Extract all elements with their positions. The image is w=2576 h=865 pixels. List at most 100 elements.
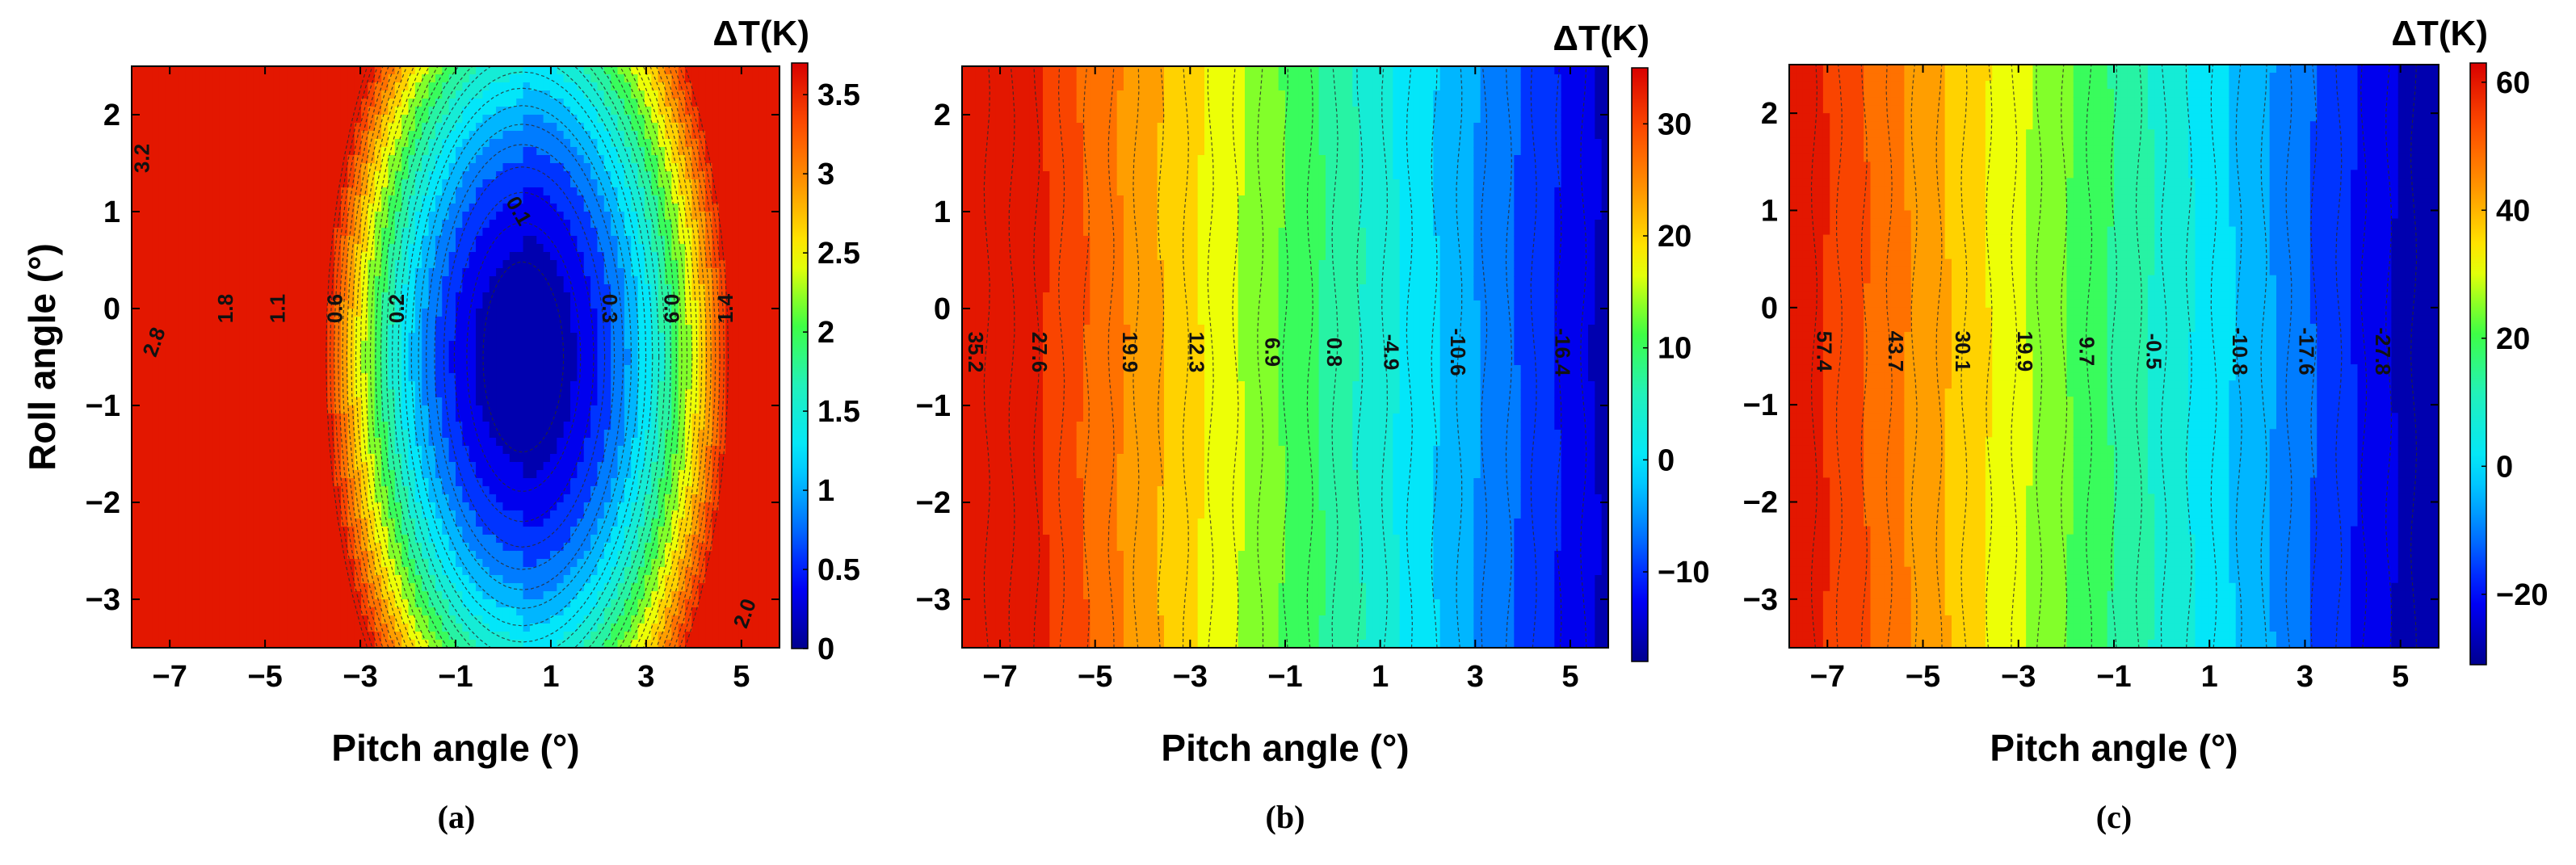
field-cell [590, 624, 599, 632]
field-cell [543, 82, 551, 91]
field-cell [597, 220, 605, 229]
field-cell [435, 381, 443, 390]
field-cell [536, 575, 544, 584]
field-cell [138, 171, 146, 180]
field-cell [502, 179, 511, 188]
field-cell [219, 632, 227, 640]
field-cell [212, 405, 221, 414]
field-cell [212, 583, 221, 592]
field-cell [448, 575, 456, 584]
field-cell [502, 268, 511, 277]
field-cell [516, 99, 524, 107]
field-cell [502, 228, 511, 237]
field-cell [354, 82, 362, 91]
field-cell [145, 389, 153, 398]
field-cell [563, 212, 571, 220]
field-cell [267, 510, 275, 519]
field-cell [239, 107, 247, 115]
field-cell [300, 260, 308, 269]
field-cell [543, 171, 551, 180]
field-cell [300, 381, 308, 390]
field-cell [448, 252, 456, 261]
field-cell [448, 115, 456, 124]
field-cell [327, 381, 335, 390]
field-cell [496, 373, 504, 382]
field-cell [279, 228, 288, 237]
field-cell [199, 389, 207, 398]
field-cell [246, 284, 254, 293]
field-cell [165, 309, 173, 317]
field-cell [442, 155, 450, 164]
field-cell [570, 139, 578, 148]
field-cell [590, 575, 599, 584]
field-cell [354, 397, 362, 406]
field-cell [381, 341, 389, 350]
field-cell [442, 284, 450, 293]
field-cell [354, 624, 362, 632]
field-cell [428, 575, 436, 584]
field-cell [179, 155, 187, 164]
field-cell [456, 438, 463, 447]
field-cell [334, 414, 342, 422]
field-cell [543, 559, 551, 568]
field-cell [340, 446, 348, 455]
field-cell [448, 244, 456, 253]
field-cell [590, 228, 599, 237]
field-cell [583, 535, 591, 544]
field-cell [462, 559, 470, 568]
field-cell [529, 66, 537, 75]
field-cell [320, 438, 328, 447]
field-cell [381, 349, 389, 358]
field-cell [590, 583, 599, 592]
field-cell [590, 179, 599, 188]
field-cell [273, 446, 281, 455]
field-cell [496, 365, 504, 374]
field-cell [287, 527, 295, 535]
field-cell [489, 82, 497, 91]
field-cell [482, 276, 490, 285]
field-cell [563, 381, 571, 390]
field-cell [320, 583, 328, 592]
field-cell [132, 462, 139, 471]
field-cell [523, 470, 531, 479]
field-cell [253, 446, 261, 455]
field-cell [482, 430, 490, 439]
field-cell [313, 66, 321, 75]
field-cell [212, 325, 221, 334]
field-cell [246, 99, 254, 107]
field-cell [347, 615, 355, 624]
field-cell [313, 99, 321, 107]
field-cell [246, 155, 254, 164]
field-cell [557, 527, 565, 535]
field-cell [152, 179, 160, 188]
field-cell [313, 349, 321, 358]
field-cell [347, 478, 355, 487]
field-cell [361, 381, 368, 390]
field-cell [401, 640, 410, 648]
field-cell [293, 195, 301, 204]
field-cell [259, 99, 267, 107]
field-cell [225, 212, 233, 220]
field-cell [158, 300, 166, 309]
field-cell [435, 470, 443, 479]
field-cell [536, 599, 544, 608]
field-cell [583, 163, 591, 172]
field-cell [502, 365, 511, 374]
field-cell [590, 155, 599, 164]
field-cell [179, 567, 187, 576]
field-cell [259, 640, 267, 648]
field-cell [577, 357, 585, 366]
field-cell [253, 559, 261, 568]
field-cell [212, 478, 221, 487]
field-cell [549, 405, 557, 414]
field-cell [583, 502, 591, 511]
field-cell [469, 438, 477, 447]
field-cell [253, 510, 261, 519]
field-cell [496, 535, 504, 544]
field-cell [347, 236, 355, 245]
field-cell [199, 309, 207, 317]
field-cell [374, 405, 382, 414]
field-cell [583, 252, 591, 261]
field-cell [408, 90, 416, 99]
field-cell [138, 107, 146, 115]
